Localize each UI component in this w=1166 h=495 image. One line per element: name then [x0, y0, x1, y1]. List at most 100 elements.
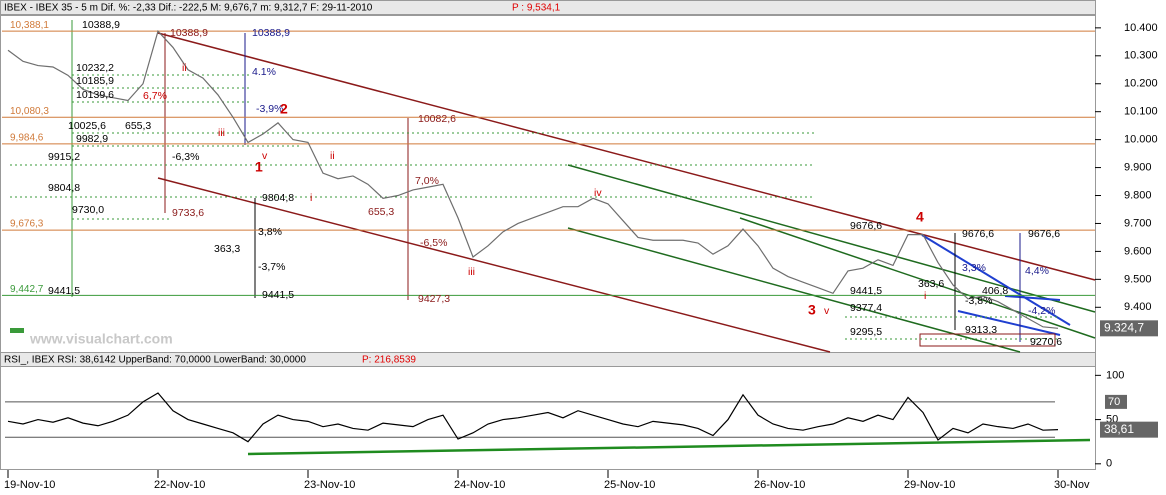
level-label: 9,984,6: [10, 133, 44, 144]
annotation: -4,2%: [1028, 305, 1055, 317]
annotation: 9441,5: [262, 289, 294, 301]
annotation: 9676,6: [962, 228, 994, 240]
annotation: i: [310, 192, 312, 204]
drawings: [71, 20, 1096, 456]
box: [919, 333, 1056, 347]
trend-line: [921, 234, 1071, 326]
last-value-label: 38,61: [1104, 422, 1134, 436]
series-line: [7, 392, 1059, 443]
annotation: ii: [182, 62, 187, 74]
x-tick-label: 26-Nov-10: [754, 479, 805, 491]
annotation: 10232,2: [76, 62, 114, 74]
annotation: i: [924, 290, 926, 302]
annotation: -3,7%: [258, 261, 285, 273]
y-tick-label: 10.200: [1124, 78, 1158, 90]
last-value-label: 9.324,7: [1104, 321, 1144, 335]
annotation: 9804,8: [262, 192, 294, 204]
level-label: 10,388,1: [10, 20, 49, 31]
annotation: 9427,3: [418, 293, 450, 305]
annotation: 2: [280, 101, 288, 117]
annotation: 10139,6: [76, 89, 114, 101]
annotation: 9804,8: [48, 182, 80, 194]
rsi-title-price: P: 216,8539: [362, 355, 416, 366]
y-tick-label: 10.100: [1124, 106, 1158, 118]
annotation: 363,3: [214, 243, 240, 255]
annotation: 9915,2: [48, 151, 80, 163]
level-label: 10,080,3: [10, 106, 49, 117]
annotation: v: [262, 150, 268, 162]
annotation: 9377,4: [850, 302, 882, 314]
annotation: 9441,5: [850, 285, 882, 297]
dotted-levels: [10, 74, 1060, 340]
x-tick-label: 29-Nov-10: [904, 479, 955, 491]
annotation: 10388,9: [82, 19, 120, 31]
channel-line: [739, 217, 1096, 339]
annotation: 1: [255, 159, 263, 175]
annotation: 10082,6: [418, 113, 456, 125]
icon: [10, 328, 24, 333]
annotation: 9270,6: [1030, 336, 1062, 348]
channel-line: [157, 32, 1096, 281]
annotation: 363,6: [918, 278, 944, 290]
rsi-title: RSI_, IBEX RSI: 38,6142 UpperBand: 70,00…: [4, 355, 306, 366]
annotation: 3,3%: [962, 262, 986, 274]
annotation: 655,3: [125, 120, 151, 132]
band-box: [1105, 394, 1127, 409]
y-tick-label: 9.700: [1124, 217, 1152, 229]
annotation: iii: [468, 266, 475, 278]
level-label: 9,442,7: [10, 284, 44, 295]
annotation: 406,8: [982, 285, 1008, 297]
x-tick-label: 24-Nov-10: [454, 479, 505, 491]
y-tick-label: 9.600: [1124, 245, 1152, 257]
annotation: 9733,6: [172, 207, 204, 219]
x-tick-label: 22-Nov-10: [154, 479, 205, 491]
annotation: 4.1%: [252, 66, 276, 78]
watermark: www.visualchart.com: [29, 331, 173, 347]
x-tick-label: 19-Nov-10: [4, 479, 55, 491]
channel-line: [157, 177, 831, 353]
y-tick-label: 9.400: [1124, 301, 1152, 313]
price-title-price: P : 9,534,1: [512, 3, 561, 14]
x-tick-label: 23-Nov-10: [304, 479, 355, 491]
annotation: 10025,6: [68, 120, 106, 132]
y-tick-label: 10.000: [1124, 134, 1158, 146]
rsi-header: [0, 352, 1096, 367]
annotation: 9441,5: [48, 285, 80, 297]
y-tick-label: 9.800: [1124, 189, 1152, 201]
annotation: iv: [594, 187, 602, 199]
annotation: 6,7%: [143, 90, 167, 102]
last-value-box: [1100, 320, 1158, 337]
annotation: 3,8%: [258, 226, 282, 238]
annotation: -3,8%: [965, 295, 992, 307]
y-tick-label: 100: [1106, 369, 1124, 381]
annotation: 4: [916, 209, 924, 225]
annotation: 9730,0: [72, 204, 104, 216]
trend-line: [1004, 295, 1061, 301]
annotation: 9313,3: [965, 324, 997, 336]
price-header: [0, 0, 1096, 15]
annotation: 4,4%: [1025, 265, 1049, 277]
x-tick-label: 25-Nov-10: [604, 479, 655, 491]
annotation: iii: [218, 127, 225, 139]
y-tick-label: 10.300: [1124, 50, 1158, 62]
annotation: v: [824, 305, 830, 317]
annotation: 3: [808, 302, 816, 318]
annotation: -6,3%: [172, 151, 199, 163]
series-line: [7, 30, 1059, 329]
annotation: 9676,6: [1028, 228, 1060, 240]
x-tick-label: 30-Nov: [1054, 479, 1090, 491]
annotation: ii: [330, 150, 335, 162]
y-tick-label: 0: [1106, 458, 1112, 470]
price-title: IBEX - IBEX 35 - 5 m Dif. %: -2,33 Dif.:…: [4, 3, 373, 14]
level-label: 9,676,3: [10, 219, 44, 230]
annotation: 10185,9: [76, 75, 114, 87]
annotation: 9982,9: [76, 133, 108, 145]
trend-line: [957, 310, 1061, 336]
annotation: -3,9%: [256, 103, 283, 115]
annotation: 9676,6: [850, 220, 882, 232]
y-tick-label: 9.500: [1124, 273, 1152, 285]
annotation: 655,3: [368, 206, 394, 218]
channel-line: [567, 227, 1021, 353]
